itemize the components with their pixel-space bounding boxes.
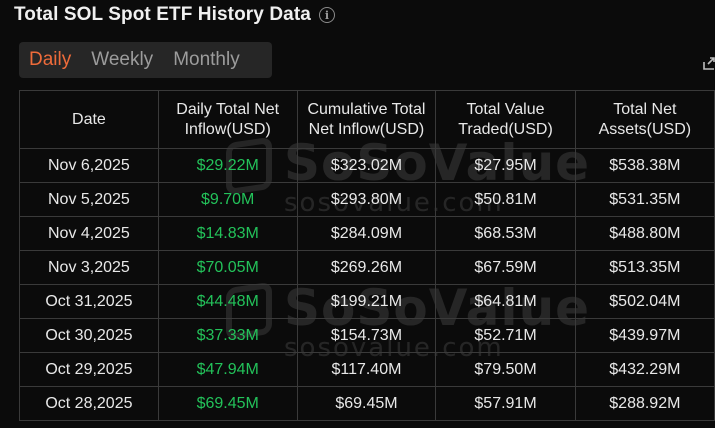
- cell-cumulative-net-inflow: $323.02M: [296, 148, 437, 183]
- table-row: Nov 4,2025 $14.83M $284.09M $68.53M $488.80M: [19, 216, 715, 251]
- table-row: Oct 31,2025 $44.48M $199.21M $64.81M $502.04…: [19, 284, 715, 319]
- cell-cumulative-net-inflow: $293.80M: [296, 182, 437, 217]
- cell-total-net-assets: $439.97M: [574, 318, 715, 353]
- cell-daily-net-inflow: $70.05M: [157, 250, 298, 285]
- period-tabs: Daily Weekly Monthly: [19, 42, 272, 78]
- cell-date: Oct 31,2025: [19, 284, 159, 319]
- etf-history-table: Date Daily Total Net Inflow(USD) Cumulat…: [19, 90, 715, 421]
- cell-total-net-assets: $432.29M: [574, 352, 715, 387]
- cell-daily-net-inflow: $47.94M: [157, 352, 298, 387]
- table-row: Nov 6,2025 $29.22M $323.02M $27.95M $538.38M: [19, 148, 715, 183]
- table-row: Nov 3,2025 $70.05M $269.26M $67.59M $513.35M: [19, 250, 715, 285]
- table-row: Nov 5,2025 $9.70M $293.80M $50.81M $531.35M: [19, 182, 715, 217]
- cell-cumulative-net-inflow: $269.26M: [296, 250, 437, 285]
- info-icon[interactable]: i: [318, 7, 335, 23]
- cell-daily-net-inflow: $9.70M: [157, 182, 298, 217]
- cell-total-net-assets: $288.92M: [574, 386, 715, 421]
- table-row: Oct 28,2025 $69.45M $69.45M $57.91M $288.92M: [19, 386, 715, 421]
- cell-total-value-traded: $64.81M: [435, 284, 576, 319]
- cell-total-value-traded: $68.53M: [435, 216, 576, 251]
- tab-weekly[interactable]: Weekly: [91, 49, 154, 70]
- cell-total-value-traded: $57.91M: [435, 386, 576, 421]
- table-row: Oct 29,2025 $47.94M $117.40M $79.50M $432.29…: [19, 352, 715, 387]
- cell-date: Nov 6,2025: [19, 148, 159, 183]
- cell-daily-net-inflow: $37.33M: [157, 318, 298, 353]
- cell-cumulative-net-inflow: $154.73M: [296, 318, 437, 353]
- cell-date: Nov 4,2025: [19, 216, 159, 251]
- cell-cumulative-net-inflow: $117.40M: [296, 352, 437, 387]
- cell-daily-net-inflow: $14.83M: [157, 216, 298, 251]
- column-header-daily-net-inflow: Daily Total Net Inflow(USD): [157, 90, 298, 149]
- tab-daily[interactable]: Daily: [29, 49, 72, 70]
- page-title: Total SOL Spot ETF History Data: [14, 4, 311, 25]
- cell-cumulative-net-inflow: $69.45M: [296, 386, 437, 421]
- tab-monthly[interactable]: Monthly: [173, 49, 240, 70]
- cell-daily-net-inflow: $69.45M: [157, 386, 298, 421]
- cell-date: Oct 29,2025: [19, 352, 159, 387]
- column-header-cumulative-net-inflow: Cumulative Total Net Inflow(USD): [296, 90, 437, 149]
- cell-total-value-traded: $67.59M: [435, 250, 576, 285]
- cell-date: Oct 30,2025: [19, 318, 159, 353]
- cell-total-net-assets: $531.35M: [574, 182, 715, 217]
- table-row: Oct 30,2025 $37.33M $154.73M $52.71M $439.97…: [19, 318, 715, 353]
- cell-date: Nov 3,2025: [19, 250, 159, 285]
- cell-total-net-assets: $488.80M: [574, 216, 715, 251]
- column-header-date: Date: [19, 90, 159, 149]
- title-row: Total SOL Spot ETF History Data i: [14, 2, 335, 28]
- table-header-row: Date Daily Total Net Inflow(USD) Cumulat…: [19, 90, 715, 149]
- cell-date: Oct 28,2025: [19, 386, 159, 421]
- cell-cumulative-net-inflow: $199.21M: [296, 284, 437, 319]
- cell-total-value-traded: $27.95M: [435, 148, 576, 183]
- cell-total-value-traded: $79.50M: [435, 352, 576, 387]
- cell-total-value-traded: $50.81M: [435, 182, 576, 217]
- export-icon[interactable]: [703, 56, 715, 70]
- cell-daily-net-inflow: $29.22M: [157, 148, 298, 183]
- column-header-total-net-assets: Total Net Assets(USD): [574, 90, 715, 149]
- cell-date: Nov 5,2025: [19, 182, 159, 217]
- cell-total-net-assets: $502.04M: [574, 284, 715, 319]
- cell-daily-net-inflow: $44.48M: [157, 284, 298, 319]
- cell-total-net-assets: $513.35M: [574, 250, 715, 285]
- cell-cumulative-net-inflow: $284.09M: [296, 216, 437, 251]
- column-header-total-value-traded: Total Value Traded(USD): [435, 90, 576, 149]
- cell-total-value-traded: $52.71M: [435, 318, 576, 353]
- table-body: Nov 6,2025 $29.22M $323.02M $27.95M $538.38M…: [19, 148, 715, 421]
- cell-total-net-assets: $538.38M: [574, 148, 715, 183]
